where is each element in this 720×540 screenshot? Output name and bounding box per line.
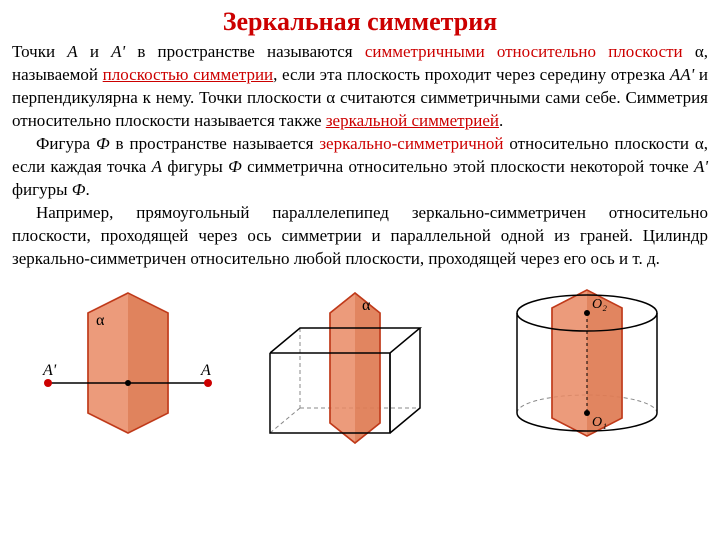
math-Aprime: A'	[694, 157, 708, 176]
page-title: Зеркальная симметрия	[12, 4, 708, 39]
figure-svg: α	[250, 278, 460, 448]
figure-svg: O₂ O₁	[487, 278, 687, 448]
figure-plane-points: A' A α	[33, 283, 223, 450]
point-mid	[125, 380, 131, 386]
text: α	[695, 42, 704, 61]
math-Aprime: A'	[111, 42, 125, 61]
paragraph-3: Например, прямоугольный параллелепипед з…	[12, 202, 708, 271]
label-alpha: α	[362, 297, 371, 314]
term: симметричными относительно плоскости	[365, 42, 695, 61]
plane-shade	[355, 293, 380, 443]
figures-row: A' A α α	[12, 278, 708, 455]
math-A: A	[67, 42, 77, 61]
math-F: Ф	[228, 157, 242, 176]
plane-shade	[128, 293, 168, 433]
label-alpha: α	[96, 312, 105, 329]
label-aprime: A'	[42, 362, 57, 379]
figure-svg: A' A α	[33, 283, 223, 443]
text: Точки	[12, 42, 67, 61]
text: фигуры	[12, 180, 72, 199]
figure-box: α	[250, 278, 460, 455]
label-a: A	[200, 362, 211, 379]
text: .	[499, 111, 503, 130]
box-edge	[390, 328, 420, 433]
text: симметрична относительно этой плоскости …	[242, 157, 694, 176]
text: в пространстве называется	[110, 134, 320, 153]
label-o2: O₂	[592, 297, 607, 312]
term: зеркальной симметрией	[326, 111, 499, 130]
math-A: A	[152, 157, 162, 176]
paragraph-1: Точки A и A' в пространстве называются с…	[12, 41, 708, 133]
term: зеркально-симметричной	[319, 134, 503, 153]
text: и	[78, 42, 111, 61]
label-o1: O₁	[592, 415, 607, 430]
paragraph-2: Фигура Ф в пространстве называется зерка…	[12, 133, 708, 202]
figure-cylinder: O₂ O₁	[487, 278, 687, 455]
point-a	[204, 379, 212, 387]
math-F: Ф	[96, 134, 110, 153]
text: фигуры	[162, 157, 228, 176]
text: Фигура	[36, 134, 96, 153]
text: α	[326, 88, 335, 107]
point-aprime	[44, 379, 52, 387]
text: .	[85, 180, 89, 199]
text: , если эта плоскость проходит через сере…	[273, 65, 670, 84]
term: плоскостью симметрии	[103, 65, 273, 84]
box-edge	[270, 408, 300, 433]
text: в пространстве называются	[125, 42, 365, 61]
math-AA: AA'	[670, 65, 694, 84]
math-F: Ф	[72, 180, 86, 199]
